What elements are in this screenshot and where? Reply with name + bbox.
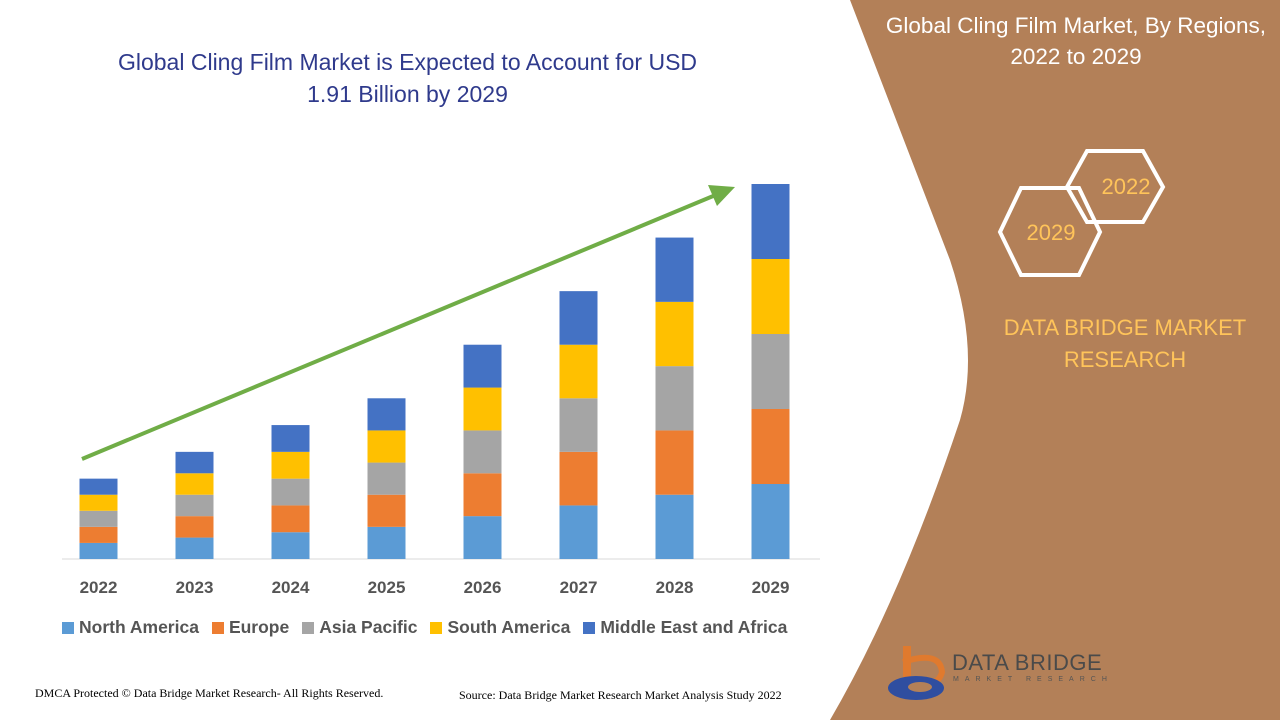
bar-2024-asia-pacific [271, 478, 310, 506]
x-tick-2022: 2022 [80, 578, 118, 597]
right-panel-bg [830, 0, 1280, 720]
bar-2023-south-america [175, 473, 214, 495]
legend-item-south-america: South America [430, 617, 570, 638]
hex-label-2022: 2022 [1101, 174, 1151, 199]
legend-swatch [62, 621, 74, 634]
bar-2025-south-america [367, 430, 406, 463]
bar-2023-europe [175, 516, 214, 538]
bar-2028-asia-pacific [655, 366, 694, 431]
legend-label: Europe [228, 617, 290, 637]
x-tick-2025: 2025 [368, 578, 406, 597]
bar-2023-middle-east-and-africa [175, 451, 214, 474]
bar-2026-south-america [463, 387, 502, 431]
chart-title: Global Cling Film Market is Expected to … [117, 49, 698, 107]
panel-title: Global Cling Film Market, By Regions, 20… [885, 13, 1267, 69]
bar-2024-middle-east-and-africa [271, 425, 310, 452]
legend-swatch [302, 621, 315, 634]
x-tick-2024: 2024 [272, 578, 310, 597]
bar-2028-europe [655, 430, 694, 495]
x-tick-labels: 2022 2023 2024 2025 2026 2027 2028 2029 [80, 578, 790, 597]
bar-2023-asia-pacific [175, 494, 214, 517]
brand-name: DATA BRIDGE MARKET RESEARCH [1003, 315, 1247, 372]
legend-item-asia-pacific: Asia Pacific [302, 617, 417, 638]
bar-2027-north-america [559, 505, 598, 559]
bar-2024-europe [271, 505, 310, 533]
x-tick-2029: 2029 [752, 578, 790, 597]
legend-label: North America [79, 617, 199, 637]
logo-text: DATA BRIDGE [952, 650, 1103, 675]
legend-swatch [211, 621, 224, 634]
bar-2028-north-america [655, 494, 694, 559]
bar-2029-north-america [751, 484, 790, 559]
bar-2025-north-america [367, 526, 406, 559]
legend-swatch [583, 621, 596, 634]
bar-2023-north-america [175, 537, 214, 559]
logo-icon [888, 646, 946, 700]
bar-2025-europe [367, 494, 406, 527]
stacked-bar-chart: 2022 2023 2024 2025 2026 2027 2028 2029 [62, 184, 820, 597]
bar-2025-middle-east-and-africa [367, 398, 406, 431]
bar-2022-north-america [79, 542, 118, 559]
bars-group [79, 184, 790, 559]
x-tick-2023: 2023 [176, 578, 214, 597]
legend-label: South America [447, 617, 571, 637]
logo-subtext: MARKET RESEARCH [953, 676, 1113, 683]
bar-2026-middle-east-and-africa [463, 344, 502, 388]
x-tick-2026: 2026 [464, 578, 502, 597]
bar-2026-asia-pacific [463, 430, 502, 474]
legend-item-north-america: North America [62, 617, 199, 638]
x-tick-2027: 2027 [560, 578, 598, 597]
bar-2027-south-america [559, 344, 598, 399]
bar-2024-north-america [271, 532, 310, 559]
bar-2029-middle-east-and-africa [751, 184, 790, 259]
legend-item-europe: Europe [211, 617, 290, 638]
legend-swatch [430, 621, 443, 634]
footer-copyright: DMCA Protected © Data Bridge Market Rese… [35, 686, 384, 700]
bar-2026-europe [463, 473, 502, 517]
bar-2027-europe [559, 451, 598, 506]
bar-2029-europe [751, 409, 790, 484]
bar-2025-asia-pacific [367, 462, 406, 495]
chart-legend: North America Europe Asia Pacific South Ame… [62, 617, 800, 638]
bar-2022-asia-pacific [79, 510, 118, 527]
hex-label-2029: 2029 [1026, 220, 1076, 245]
bar-2022-middle-east-and-africa [79, 478, 118, 495]
bar-2027-asia-pacific [559, 398, 598, 452]
x-tick-2028: 2028 [656, 578, 694, 597]
legend-item-middle-east-and-africa: Middle East and Africa [583, 617, 787, 638]
bar-2024-south-america [271, 451, 310, 479]
footer-source: Source: Data Bridge Market Research Mark… [459, 688, 782, 702]
bar-2029-asia-pacific [751, 334, 790, 409]
bar-2028-middle-east-and-africa [655, 237, 694, 302]
bar-2022-europe [79, 526, 118, 543]
bar-2029-south-america [751, 259, 790, 334]
bar-2027-middle-east-and-africa [559, 291, 598, 345]
trend-arrow-icon [81, 185, 735, 461]
legend-label: Asia Pacific [319, 617, 418, 637]
bar-2026-north-america [463, 516, 502, 559]
bar-2028-south-america [655, 301, 694, 367]
hexagon-2029-icon [997, 186, 1103, 277]
legend-label: Middle East and Africa [600, 617, 788, 637]
bar-2022-south-america [79, 494, 118, 511]
